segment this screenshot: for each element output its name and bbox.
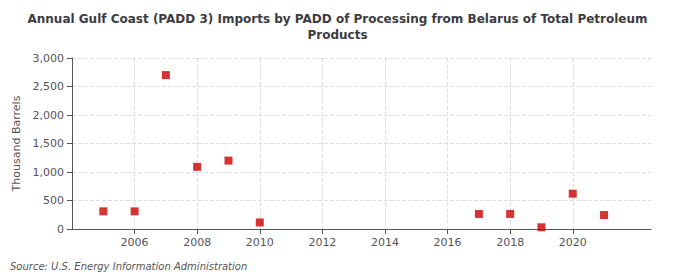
svg-text:2,500: 2,500 (33, 80, 65, 93)
svg-text:2014: 2014 (371, 236, 399, 249)
svg-text:Thousand Barrels: Thousand Barrels (10, 95, 23, 192)
svg-text:2,000: 2,000 (33, 109, 65, 122)
svg-text:2016: 2016 (434, 236, 462, 249)
svg-text:2010: 2010 (246, 236, 274, 249)
svg-text:Products: Products (307, 28, 367, 42)
svg-text:2018: 2018 (496, 236, 524, 249)
svg-text:3,000: 3,000 (33, 52, 65, 65)
svg-text:500: 500 (43, 194, 64, 207)
svg-text:1,500: 1,500 (33, 137, 65, 150)
svg-text:0: 0 (57, 223, 64, 236)
svg-text:Annual Gulf Coast (PADD 3) Imp: Annual Gulf Coast (PADD 3) Imports by PA… (27, 12, 647, 26)
svg-text:1,000: 1,000 (33, 166, 65, 179)
svg-text:Source: U.S. Energy Informatio: Source: U.S. Energy Information Administ… (10, 261, 247, 272)
svg-text:2012: 2012 (308, 236, 336, 249)
svg-text:2008: 2008 (183, 236, 211, 249)
svg-text:2020: 2020 (559, 236, 587, 249)
svg-text:2006: 2006 (121, 236, 149, 249)
